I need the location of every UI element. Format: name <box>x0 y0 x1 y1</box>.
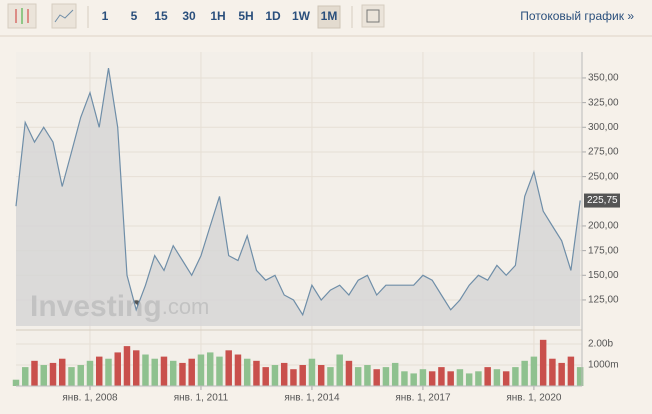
last-price-label: 225,75 <box>587 195 618 206</box>
y-tick-label: 275,00 <box>588 147 619 158</box>
volume-bar <box>123 346 131 386</box>
volume-bar <box>373 369 380 386</box>
volume-bar <box>299 365 306 386</box>
volume-bar <box>336 354 343 386</box>
interval-button[interactable]: 1H <box>210 9 225 23</box>
volume-bar <box>308 358 316 386</box>
x-tick-label: янв. 1, 2011 <box>174 393 229 404</box>
volume-bar <box>317 365 325 386</box>
area-fill <box>16 68 581 326</box>
volume-bar <box>271 365 279 386</box>
interval-button[interactable]: 15 <box>154 9 168 23</box>
volume-bar <box>68 367 75 386</box>
settings-glyph <box>366 9 380 23</box>
x-tick-label: янв. 1, 2020 <box>506 393 562 404</box>
last-price-box <box>584 193 620 208</box>
volume-bar <box>160 356 168 386</box>
y-tick-label: 150,00 <box>588 270 619 281</box>
interval-button[interactable]: 5H <box>238 9 253 23</box>
volume-bar <box>438 367 445 386</box>
x-tick-label: янв. 1, 2017 <box>395 393 451 404</box>
volume-bar <box>262 367 269 386</box>
volume-bar <box>151 358 158 386</box>
y-tick-label: 325,00 <box>588 97 619 108</box>
y-tick-label: 125,00 <box>588 295 619 306</box>
interval-button[interactable]: 1 <box>102 9 109 23</box>
volume-bar <box>169 360 177 386</box>
volume-bar <box>49 362 57 386</box>
volume-bar <box>465 373 473 386</box>
volume-bar <box>77 365 84 386</box>
volume-bar <box>576 367 584 386</box>
y-tick-label: 175,00 <box>588 245 619 256</box>
volume-bar <box>132 350 140 386</box>
volume-bar <box>456 369 464 386</box>
active-interval <box>317 5 341 29</box>
volume-bar <box>188 358 195 386</box>
x-tick-label: янв. 1, 2008 <box>62 393 118 404</box>
volume-bar <box>216 356 223 386</box>
volume-bar <box>484 367 491 386</box>
interval-button[interactable]: 1W <box>292 9 311 23</box>
volume-bar <box>105 358 112 386</box>
volume-bar <box>31 360 38 386</box>
volume-bar <box>142 354 149 386</box>
volume-bar <box>530 356 538 386</box>
volume-bar <box>410 373 417 386</box>
y-tick-label: 300,00 <box>588 122 619 133</box>
area-glyph <box>54 9 74 23</box>
y-tick-label: 350,00 <box>588 73 619 84</box>
volume-bar <box>521 360 528 386</box>
volume-bar <box>114 352 121 386</box>
volume-bar <box>40 365 47 386</box>
volume-bar <box>345 360 353 386</box>
price-line <box>15 68 581 317</box>
volume-bar <box>206 352 214 386</box>
volume-bar <box>197 354 205 386</box>
settings-icon[interactable] <box>361 4 385 28</box>
volume-bar <box>86 360 94 386</box>
volume-bar <box>502 371 510 386</box>
volume-bar <box>243 358 251 386</box>
volume-bar <box>12 379 20 386</box>
volume-bar <box>539 339 547 386</box>
volume-bar <box>558 362 565 386</box>
interval-button[interactable]: 1M <box>321 9 338 23</box>
volume-bar <box>549 358 556 386</box>
volume-bar <box>512 367 519 386</box>
y-tick-label: 200,00 <box>588 221 619 232</box>
volume-bar <box>382 367 390 386</box>
volume-bar <box>447 371 454 386</box>
interval-button[interactable]: 5 <box>131 9 138 23</box>
volume-bar <box>59 358 66 386</box>
candles-glyph <box>15 9 29 23</box>
volume-bar <box>493 369 501 386</box>
volume-bar <box>364 365 371 386</box>
volume-bar <box>179 362 186 386</box>
interval-button[interactable]: 30 <box>182 9 196 23</box>
volume-bar <box>354 367 362 386</box>
volume-bar <box>391 362 399 386</box>
y-tick-label: 250,00 <box>588 171 619 182</box>
volume-bar <box>327 367 334 386</box>
volume-bar <box>428 371 436 386</box>
stream-link[interactable]: Потоковый график » <box>520 9 634 23</box>
volume-tick-label: 1000m <box>588 360 619 371</box>
volume-bar <box>22 367 29 386</box>
volume-bar <box>225 350 232 386</box>
x-tick-label: янв. 1, 2014 <box>284 393 340 404</box>
volume-bar <box>567 356 575 386</box>
area-icon[interactable] <box>51 3 77 29</box>
volume-bar <box>419 369 427 386</box>
volume-bar <box>95 356 103 386</box>
volume-bar <box>234 354 242 386</box>
volume-bar <box>280 362 288 386</box>
interval-button[interactable]: 1D <box>265 9 281 23</box>
volume-tick-label: 2.00b <box>588 339 613 350</box>
volume-bar <box>253 360 260 386</box>
volume-bar <box>401 371 408 386</box>
volume-bar <box>475 371 482 386</box>
volume-bar <box>290 369 297 386</box>
